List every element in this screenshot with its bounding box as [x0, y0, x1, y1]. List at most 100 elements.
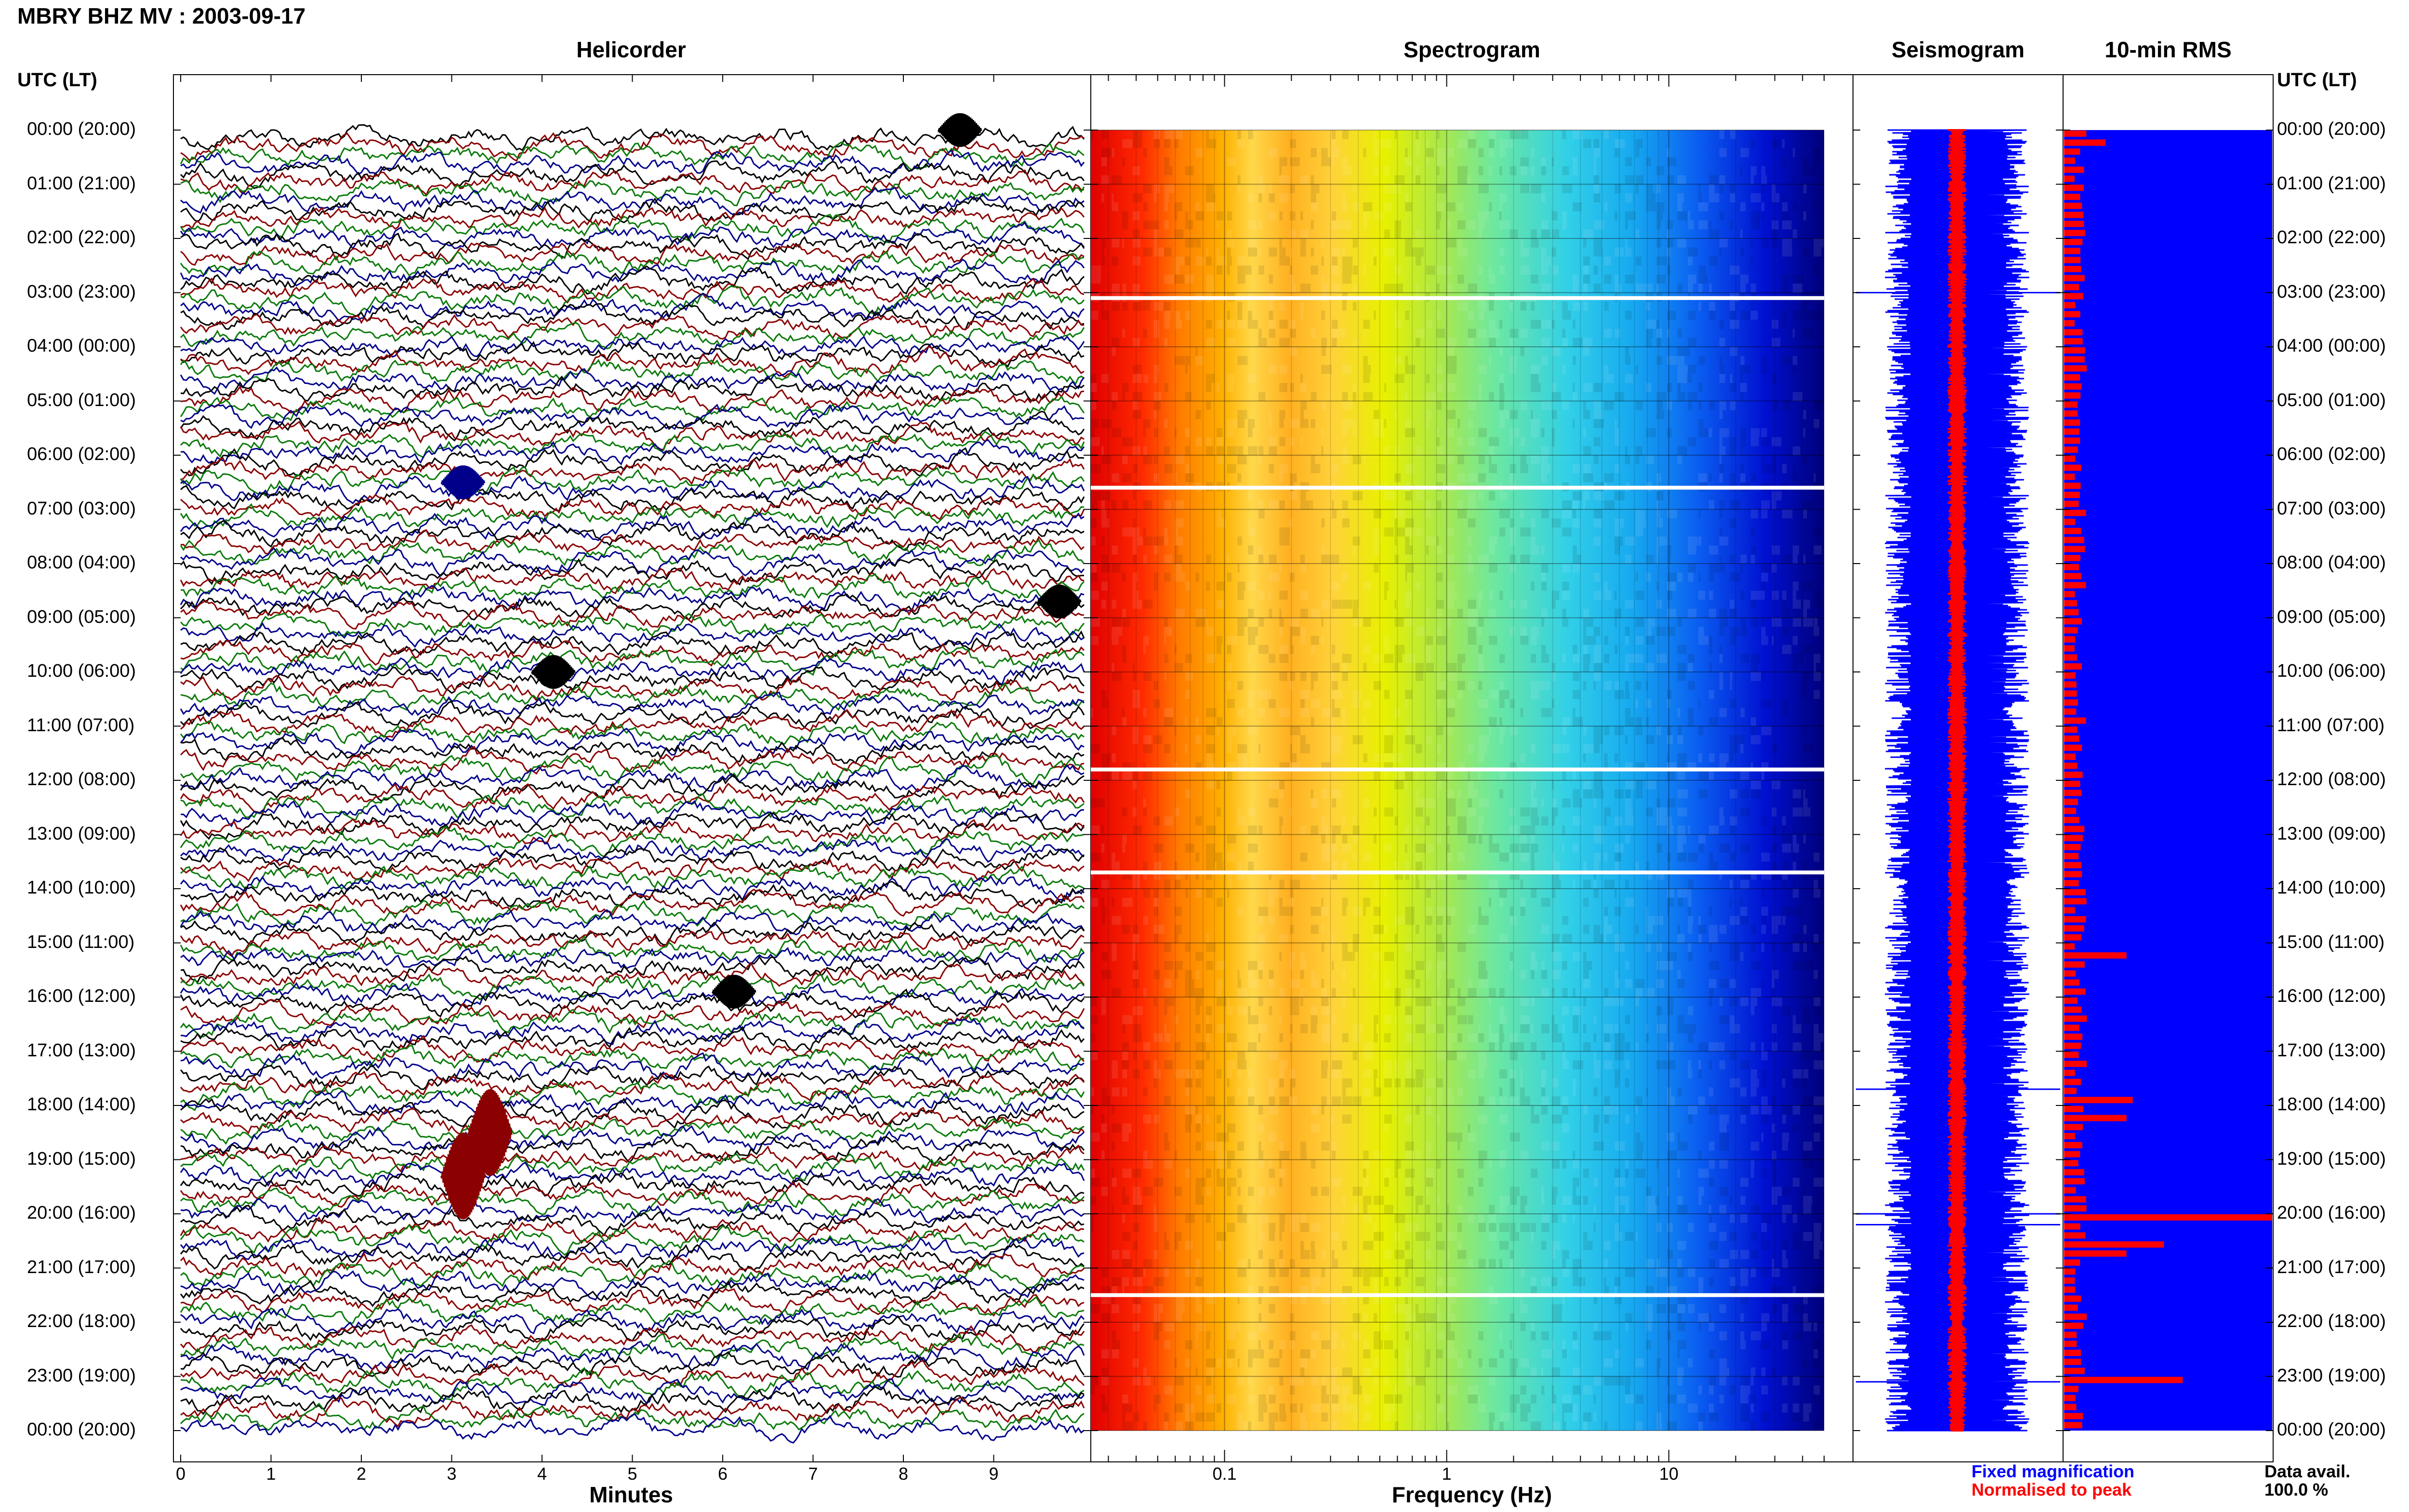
- spectrogram-cell: [1310, 1250, 1316, 1259]
- spectrogram-cell: [1342, 446, 1347, 456]
- spectrogram-cell: [1803, 211, 1806, 221]
- row-label-left: 16:00 (12:00): [27, 986, 136, 1006]
- row-label-right: 20:00 (16:00): [2277, 1203, 2386, 1223]
- spectrogram-cell: [1174, 536, 1183, 546]
- spectrogram-cell: [1625, 1159, 1629, 1169]
- spectrogram-cell: [1279, 1060, 1288, 1070]
- spectrogram-cell: [1405, 1015, 1413, 1025]
- spectrogram-cell: [1258, 220, 1262, 230]
- spectrogram-cell: [1677, 1367, 1684, 1377]
- spectrogram-cell: [1708, 1376, 1717, 1386]
- spectrogram-cell: [1405, 1358, 1409, 1367]
- rms-bar: [2064, 898, 2087, 905]
- spectrogram-cell: [1730, 816, 1737, 826]
- rms-bar: [2064, 238, 2083, 245]
- spectrogram-cell: [1405, 618, 1414, 627]
- spectrogram-cell: [1667, 311, 1676, 320]
- spectrogram-cell: [1792, 1123, 1797, 1133]
- spectrogram-cell: [1478, 1394, 1481, 1404]
- spectrogram-cell: [1520, 880, 1523, 889]
- spectrogram-cell: [1562, 166, 1569, 175]
- spectrogram-cell: [1394, 618, 1404, 627]
- spectrogram-cell: [1583, 283, 1588, 293]
- spectrogram-cell: [1656, 654, 1667, 663]
- spectrogram-cell: [1237, 1186, 1241, 1196]
- spectrogram-cell: [1750, 545, 1757, 555]
- spectrogram-cell: [1541, 509, 1549, 519]
- spectrogram-cell: [1164, 943, 1171, 952]
- spectrogram-cell: [1112, 988, 1121, 998]
- spectrogram-cell: [1269, 1078, 1278, 1088]
- spectrogram-cell: [1520, 1069, 1522, 1078]
- spectrogram-cell: [1153, 861, 1162, 871]
- spectrogram-cell: [1541, 338, 1550, 347]
- spectrogram-cell: [1656, 1367, 1659, 1377]
- spectrogram-cell: [1185, 672, 1193, 681]
- spectrogram-cell: [1719, 1205, 1727, 1214]
- spectrogram-cell: [1719, 672, 1723, 681]
- spectrogram-cell: [1143, 644, 1146, 654]
- rms-bar: [2064, 1033, 2083, 1040]
- spectrogram-cell: [1112, 193, 1114, 203]
- spectrogram-cell: [1478, 554, 1489, 564]
- spectrogram-cell: [1615, 1205, 1620, 1214]
- spectrogram-cell: [1688, 1268, 1695, 1277]
- spectrogram-cell: [1813, 1394, 1817, 1404]
- spectrogram-cell: [1426, 654, 1431, 663]
- spectrogram-cell: [1531, 1277, 1536, 1287]
- spectrogram-cell: [1290, 319, 1296, 329]
- spectrogram-cell: [1698, 1385, 1702, 1395]
- spectrogram-cell: [1321, 545, 1325, 555]
- spectrogram-cell: [1583, 500, 1586, 510]
- spectrogram-cell: [1091, 437, 1100, 447]
- spectrogram-cell: [1509, 961, 1513, 970]
- spectrogram-cell: [1321, 347, 1326, 356]
- spectrogram-cell: [1321, 897, 1324, 907]
- spectrogram-cell: [1698, 1322, 1701, 1331]
- spectrogram-cell: [1573, 302, 1581, 311]
- spectrogram-cell: [1091, 825, 1100, 835]
- rms-bar: [2064, 392, 2081, 399]
- spectrogram-cell: [1730, 311, 1736, 320]
- spectrogram-cell: [1216, 265, 1223, 275]
- spectrogram-cell: [1122, 1421, 1133, 1431]
- spectrogram-cell: [1782, 1142, 1788, 1151]
- spectrogram-cell: [1374, 1078, 1376, 1088]
- spectrogram-cell: [1457, 1358, 1463, 1367]
- spectrogram-cell: [1195, 870, 1199, 880]
- spectrogram-cell: [1174, 572, 1185, 582]
- spectrogram-cell: [1813, 663, 1816, 672]
- spectrogram-cell: [1112, 1250, 1120, 1259]
- spectrogram-cell: [1227, 446, 1237, 456]
- spectrogram-cell: [1122, 1132, 1129, 1142]
- spectrogram-cell: [1258, 500, 1264, 510]
- spectrogram-cell: [1551, 410, 1557, 420]
- rms-bar: [2064, 1151, 2080, 1157]
- spectrogram-cell: [1573, 338, 1583, 347]
- spectrogram-cell: [1195, 1114, 1202, 1124]
- spectrogram-cell: [1509, 1358, 1518, 1367]
- spectrogram-gap: [1091, 296, 1824, 300]
- spectrogram-cell: [1677, 644, 1687, 654]
- rms-bar: [2064, 455, 2076, 462]
- spectrogram-cell: [1185, 238, 1195, 248]
- helicorder-trace: [180, 585, 1085, 613]
- spectrogram-cell: [1332, 283, 1340, 293]
- rms-bar: [2064, 1286, 2076, 1293]
- helicorder-trace: [180, 736, 1085, 764]
- spectrogram-cell: [1667, 726, 1671, 736]
- spectrogram-cell: [1562, 591, 1570, 600]
- spectrogram-cell: [1394, 654, 1403, 663]
- spectrogram-cell: [1646, 861, 1650, 871]
- spectrogram-cell: [1332, 1096, 1341, 1106]
- spectrogram-cell: [1583, 265, 1589, 275]
- spectrogram-cell: [1405, 1331, 1409, 1341]
- spectrogram-cell: [1719, 681, 1723, 690]
- spectrogram-cell: [1708, 1060, 1712, 1070]
- spectrogram-cell: [1750, 1169, 1754, 1178]
- spectrogram-cell: [1635, 139, 1643, 148]
- spectrogram-cell: [1677, 897, 1683, 907]
- spectrogram-cell: [1332, 1015, 1337, 1025]
- spectrogram-cell: [1813, 157, 1819, 167]
- helicorder-trace: [180, 1236, 1085, 1260]
